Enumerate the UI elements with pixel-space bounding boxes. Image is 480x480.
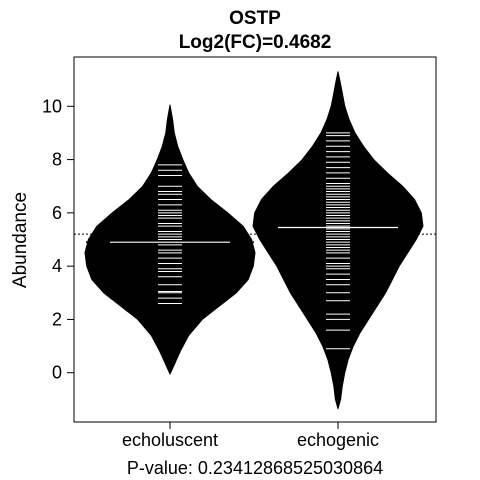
- x-axis-label: P-value: 0.23412868525030864: [127, 458, 383, 478]
- y-tick-label: 0: [52, 363, 62, 383]
- y-axis-label: Abundance: [10, 192, 31, 288]
- x-tick-label-echogenic: echogenic: [297, 430, 379, 450]
- y-axis: 0 2 4 6 8 10: [42, 96, 75, 383]
- y-tick-label: 4: [52, 256, 62, 276]
- chart-subtitle: Log2(FC)=0.4682: [179, 32, 332, 53]
- observations-echogenic: [326, 132, 350, 350]
- chart-title: OSTP: [229, 8, 281, 29]
- y-tick-label: 8: [52, 150, 62, 170]
- y-tick-label: 2: [52, 309, 62, 329]
- beans-layer: [74, 71, 436, 410]
- x-axis: echoluscent echogenic: [122, 421, 379, 450]
- bean-shape-echogenic: [252, 71, 424, 410]
- x-tick-label-echoluscent: echoluscent: [122, 430, 218, 450]
- y-tick-label: 6: [52, 203, 62, 223]
- y-tick-label: 10: [42, 96, 62, 116]
